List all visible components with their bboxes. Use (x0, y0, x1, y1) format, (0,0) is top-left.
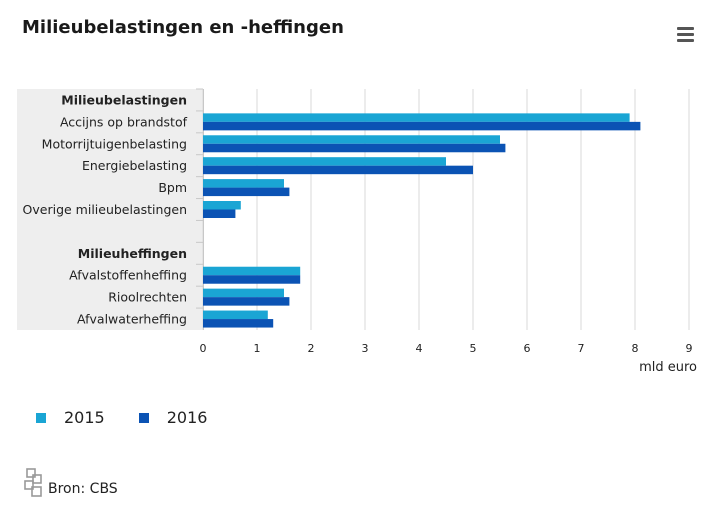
category-label: Afvalstoffenheffing (69, 268, 187, 283)
bar-2016 (203, 143, 506, 153)
bar-2015 (203, 113, 630, 122)
category-label: Rioolrechten (108, 290, 187, 305)
category-label: Milieubelastingen (61, 92, 187, 107)
legend: 2015 2016 (36, 408, 207, 427)
bar-2015 (203, 288, 284, 298)
legend-item-2015[interactable]: 2015 (36, 408, 105, 427)
x-axis-label: mld euro (639, 360, 697, 375)
category-label: Accijns op brandstof (60, 114, 188, 129)
x-tick-label: 7 (578, 342, 585, 355)
source-label: Bron: (48, 481, 86, 497)
category-label: Overige milieubelastingen (23, 202, 187, 217)
category-label: Bpm (158, 180, 187, 195)
x-tick-label: 8 (632, 342, 639, 355)
bar-2015 (203, 266, 301, 276)
legend-label-2015: 2015 (64, 408, 105, 427)
bar-2015 (203, 201, 241, 210)
x-tick-label: 3 (362, 342, 369, 355)
hamburger-menu-icon[interactable] (677, 27, 697, 45)
cbs-logo-icon (24, 468, 42, 497)
x-tick-label: 4 (416, 342, 423, 355)
x-tick-label: 6 (524, 342, 531, 355)
bar-2015 (203, 135, 500, 144)
legend-label-2016: 2016 (166, 408, 208, 427)
source-name: CBS (89, 481, 118, 497)
category-band (17, 89, 203, 330)
x-tick-label: 0 (200, 342, 207, 355)
bar-2015 (203, 157, 446, 166)
x-tick-label: 9 (686, 342, 693, 355)
bar-2016 (203, 275, 301, 284)
x-tick-label: 2 (308, 342, 315, 355)
bar-2016 (203, 209, 236, 218)
category-label: Energiebelasting (82, 158, 187, 173)
x-tick-label: 5 (470, 342, 477, 355)
bar-2016 (203, 121, 641, 131)
legend-item-2016[interactable]: 2016 (138, 408, 208, 427)
bar-chart: Milieubelastingen Accijns op brandstof Mot… (17, 88, 697, 375)
bar-2016 (203, 187, 290, 197)
bar-2016 (203, 165, 473, 175)
source: Bron: CBS (24, 468, 118, 498)
legend-swatch-2015 (36, 412, 46, 423)
category-label: Motorrijtuigenbelasting (42, 136, 187, 151)
bar-2016 (203, 319, 274, 328)
bar-2015 (203, 179, 284, 188)
x-tick-label: 1 (254, 342, 261, 355)
chart-title: Milieubelastingen en -heffingen (22, 17, 344, 38)
legend-swatch-2016 (138, 412, 149, 423)
category-label: Afvalwaterheffing (77, 312, 187, 327)
bar-2015 (203, 310, 268, 320)
bar-2016 (203, 297, 290, 306)
category-label: Milieuheffingen (78, 246, 187, 261)
